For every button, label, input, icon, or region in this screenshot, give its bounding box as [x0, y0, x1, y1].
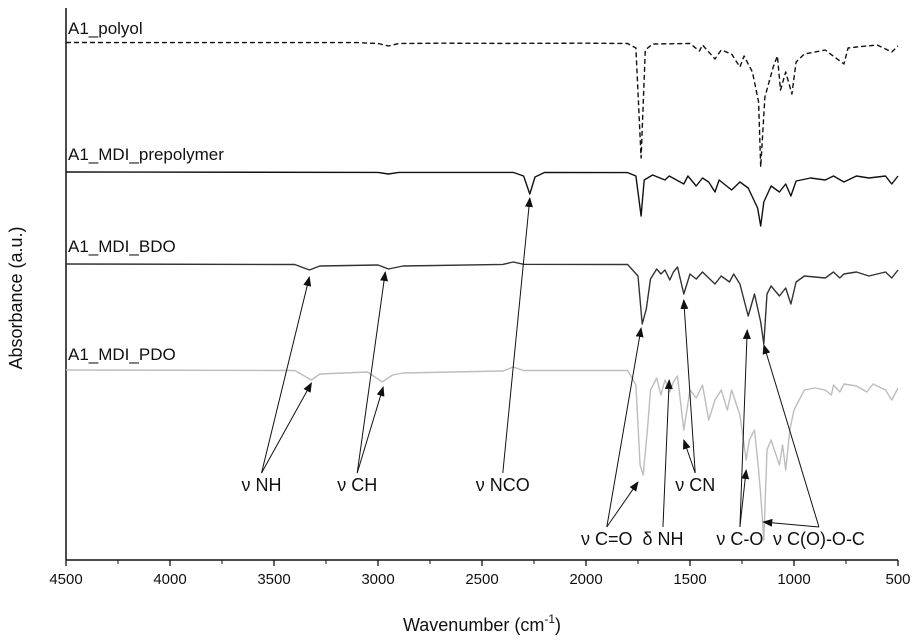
annotation-arrow [261, 276, 312, 474]
annotation-arrow [662, 379, 673, 528]
x-tick-label: 2500 [465, 571, 498, 588]
annotation-arrow [261, 382, 312, 474]
annotation-arrow [739, 329, 751, 528]
series-line [65, 366, 899, 541]
x-axis-title-main: Wavenumber (cm [403, 615, 544, 635]
series-label: A1_MDI_PDO [68, 345, 176, 364]
x-tick-label: 4500 [49, 571, 82, 588]
plot-area: 4500 4000 3500 3000 2500 2000 1500 1000 500 A1_p… [49, 8, 911, 588]
x-tick-label: 3000 [361, 571, 394, 588]
x-tick-label: 500 [885, 571, 910, 588]
annotation-arrow [502, 197, 533, 474]
annotation-label: ν C(O)-O-C [773, 529, 865, 549]
x-tick-label: 3500 [257, 571, 290, 588]
annotation-label: ν C-O [716, 529, 763, 549]
annotation-arrow [739, 469, 750, 528]
series-layer [65, 41, 899, 541]
series-labels: A1_polyol A1_MDI_prepolymer A1_MDI_BDO A1_M… [68, 19, 224, 364]
series-label: A1_MDI_prepolymer [68, 145, 224, 164]
series-line [65, 261, 899, 345]
annotation-arrow [606, 481, 639, 528]
x-axis-title-end: ) [555, 615, 561, 635]
annotations: ν NH ν CH ν NCO ν C=O δ NH ν CN ν C-O ν C(O)-O-… [242, 197, 865, 549]
annotation-arrow [762, 518, 820, 528]
x-ticks: 4500 4000 3500 3000 2500 2000 1500 1000 500 [49, 560, 911, 588]
annotation-label: ν NH [242, 475, 282, 495]
series-line [65, 171, 899, 227]
annotation-arrow [606, 327, 644, 528]
annotation-arrow [356, 271, 388, 474]
annotation-label: ν CH [337, 475, 377, 495]
x-tick-label: 4000 [153, 571, 186, 588]
annotation-arrow [680, 299, 696, 474]
series-line [65, 41, 899, 168]
annotation-label: δ NH [642, 529, 683, 549]
x-tick-label: 1500 [673, 571, 706, 588]
x-axis-title-superscript: -1 [544, 612, 555, 626]
x-tick-label: 1000 [777, 571, 810, 588]
series-label: A1_polyol [68, 19, 143, 38]
y-axis-title: Absorbance (a.u.) [6, 226, 26, 369]
annotation-arrow [356, 386, 385, 474]
annotation-arrow [762, 344, 820, 528]
annotation-arrow [682, 439, 696, 474]
x-axis-title: Wavenumber (cm-1) [403, 612, 561, 635]
annotation-label: ν NCO [476, 475, 530, 495]
annotation-label: ν CN [675, 475, 715, 495]
x-tick-label: 2000 [569, 571, 602, 588]
annotation-label: ν C=O [581, 529, 633, 549]
series-label: A1_MDI_BDO [68, 237, 176, 256]
